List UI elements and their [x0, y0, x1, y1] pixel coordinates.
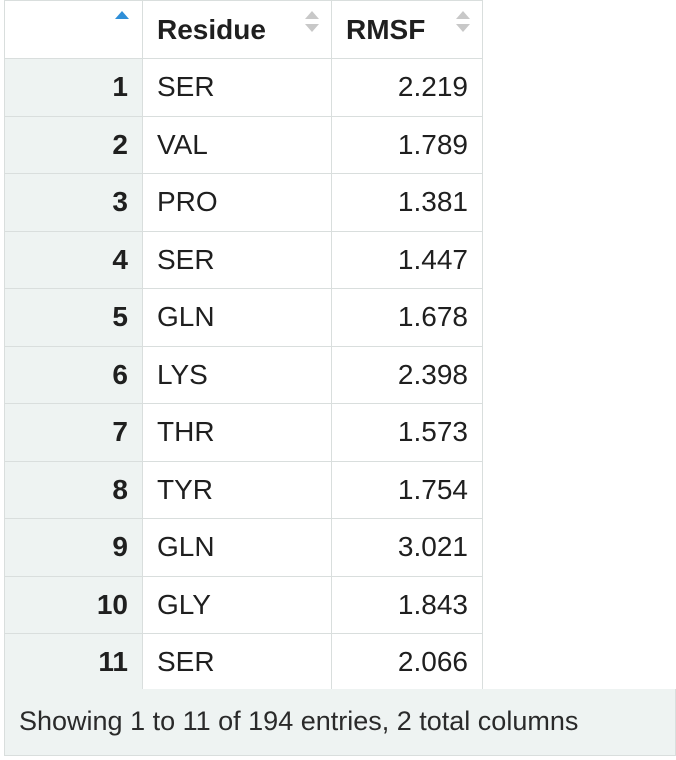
table-info-text: Showing 1 to 11 of 194 entries, 2 total …	[19, 706, 579, 736]
rmsf-cell: 1.573	[331, 403, 483, 462]
table-row[interactable]: 8 TYR 1.754	[4, 460, 483, 519]
table-body: 1 SER 2.219 2 VAL 1.789 3 PRO 1.381 4 SER 1.447 5 GLN…	[4, 58, 483, 692]
table-row[interactable]: 4 SER 1.447	[4, 230, 483, 289]
column-header-label: Residue	[157, 13, 266, 45]
column-header-label: RMSF	[346, 13, 426, 45]
rmsf-cell: 1.381	[331, 173, 483, 232]
table-row[interactable]: 5 GLN 1.678	[4, 288, 483, 347]
table-row[interactable]: 7 THR 1.573	[4, 403, 483, 462]
table-info-footer: Showing 1 to 11 of 194 entries, 2 total …	[4, 689, 676, 756]
sort-icon[interactable]	[305, 11, 319, 35]
row-index-cell: 8	[4, 460, 143, 519]
row-index-cell: 7	[4, 403, 143, 462]
residue-cell: SER	[142, 230, 332, 289]
row-index-cell: 3	[4, 173, 143, 232]
row-index-cell: 1	[4, 58, 143, 117]
residue-cell: SER	[142, 633, 332, 692]
rmsf-cell: 1.678	[331, 288, 483, 347]
residue-cell: GLN	[142, 518, 332, 577]
residue-cell: GLN	[142, 288, 332, 347]
table-row[interactable]: 1 SER 2.219	[4, 58, 483, 117]
rmsf-cell: 1.447	[331, 230, 483, 289]
data-table: Residue RMSF 1 SER 2.219 2 VAL 1.789 3 PRO 1.381…	[4, 0, 483, 692]
sort-ascending-icon[interactable]	[115, 11, 129, 35]
row-index-cell: 6	[4, 345, 143, 404]
residue-cell: TYR	[142, 460, 332, 519]
column-header-index[interactable]	[4, 0, 143, 59]
row-index-cell: 2	[4, 115, 143, 174]
row-index-cell: 11	[4, 633, 143, 692]
residue-cell: GLY	[142, 575, 332, 634]
rmsf-cell: 2.398	[331, 345, 483, 404]
residue-cell: LYS	[142, 345, 332, 404]
residue-cell: PRO	[142, 173, 332, 232]
sort-icon[interactable]	[456, 11, 470, 35]
residue-cell: VAL	[142, 115, 332, 174]
rmsf-cell: 1.754	[331, 460, 483, 519]
column-header-rmsf[interactable]: RMSF	[331, 0, 483, 59]
table-row[interactable]: 2 VAL 1.789	[4, 115, 483, 174]
residue-cell: THR	[142, 403, 332, 462]
table-row[interactable]: 3 PRO 1.381	[4, 173, 483, 232]
row-index-cell: 10	[4, 575, 143, 634]
table-row[interactable]: 11 SER 2.066	[4, 633, 483, 692]
row-index-cell: 5	[4, 288, 143, 347]
data-table-container: Residue RMSF 1 SER 2.219 2 VAL 1.789 3 PRO 1.381…	[4, 0, 483, 692]
row-index-cell: 4	[4, 230, 143, 289]
rmsf-cell: 3.021	[331, 518, 483, 577]
residue-cell: SER	[142, 58, 332, 117]
column-header-residue[interactable]: Residue	[142, 0, 332, 59]
rmsf-cell: 1.843	[331, 575, 483, 634]
table-row[interactable]: 10 GLY 1.843	[4, 575, 483, 634]
rmsf-cell: 2.219	[331, 58, 483, 117]
rmsf-cell: 2.066	[331, 633, 483, 692]
table-row[interactable]: 6 LYS 2.398	[4, 345, 483, 404]
table-row[interactable]: 9 GLN 3.021	[4, 518, 483, 577]
row-index-cell: 9	[4, 518, 143, 577]
rmsf-cell: 1.789	[331, 115, 483, 174]
table-header-row: Residue RMSF	[4, 0, 483, 59]
